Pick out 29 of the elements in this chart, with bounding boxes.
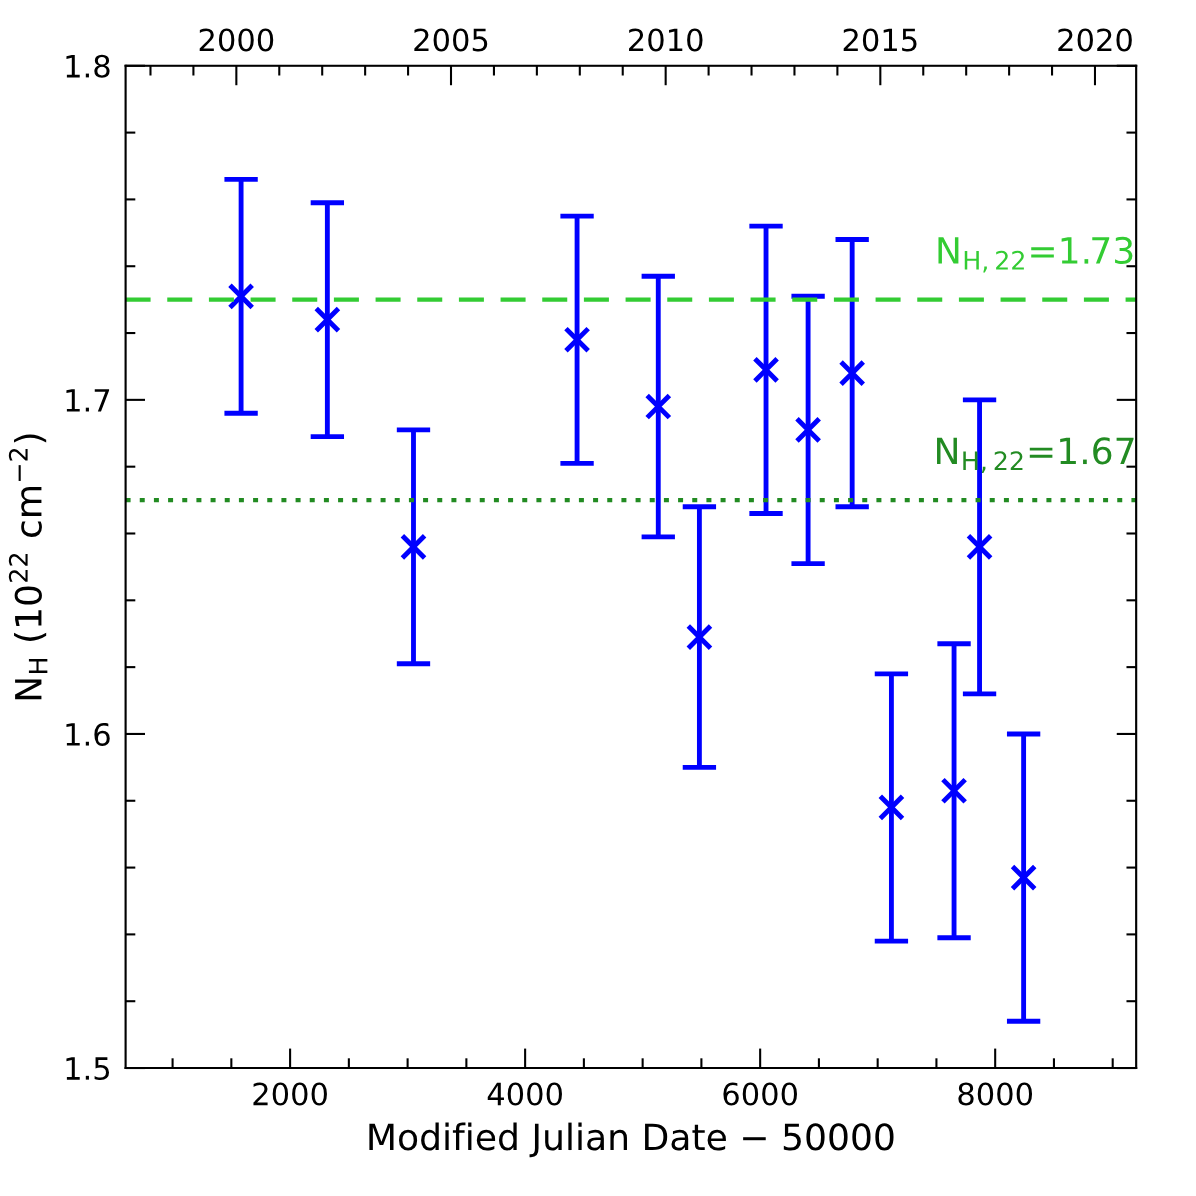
x2-tick-label: 2000 (199, 28, 274, 52)
y-axis-title: N$_{H}$ (10$^{22}$ cm$^{−2}$) (8, 434, 48, 700)
x2-tick-label: 2005 (414, 28, 488, 52)
x-tick-label: 2000 (253, 1082, 327, 1106)
x2-tick-label: 2010 (629, 28, 703, 52)
y-tick-label: 1.6 (66, 722, 110, 746)
point (966, 533, 994, 561)
point (877, 793, 905, 821)
point (685, 623, 713, 651)
point (313, 306, 341, 334)
point (838, 359, 866, 387)
x2-tick-label: 2020 (1058, 28, 1132, 52)
x2-tick-label: 2015 (843, 28, 917, 52)
x-axis-title: Modified Julian Date − 50000 (369, 1122, 894, 1158)
point (227, 282, 255, 310)
y-tick-label: 1.7 (66, 389, 110, 412)
point (399, 533, 428, 561)
point (794, 416, 822, 444)
point (644, 393, 672, 421)
point (1010, 864, 1038, 892)
ref-line-label: N$_{H,22}$=1.73 (938, 236, 1133, 273)
y-tick-label: 1.8 (66, 54, 110, 78)
x-tick-label: 4000 (487, 1082, 562, 1106)
x-tick-label: 8000 (958, 1082, 1033, 1106)
y-tick-label: 1.5 (66, 1057, 110, 1081)
point (940, 777, 968, 805)
x-tick-label: 6000 (723, 1082, 798, 1106)
point (563, 326, 591, 354)
point (752, 356, 780, 384)
